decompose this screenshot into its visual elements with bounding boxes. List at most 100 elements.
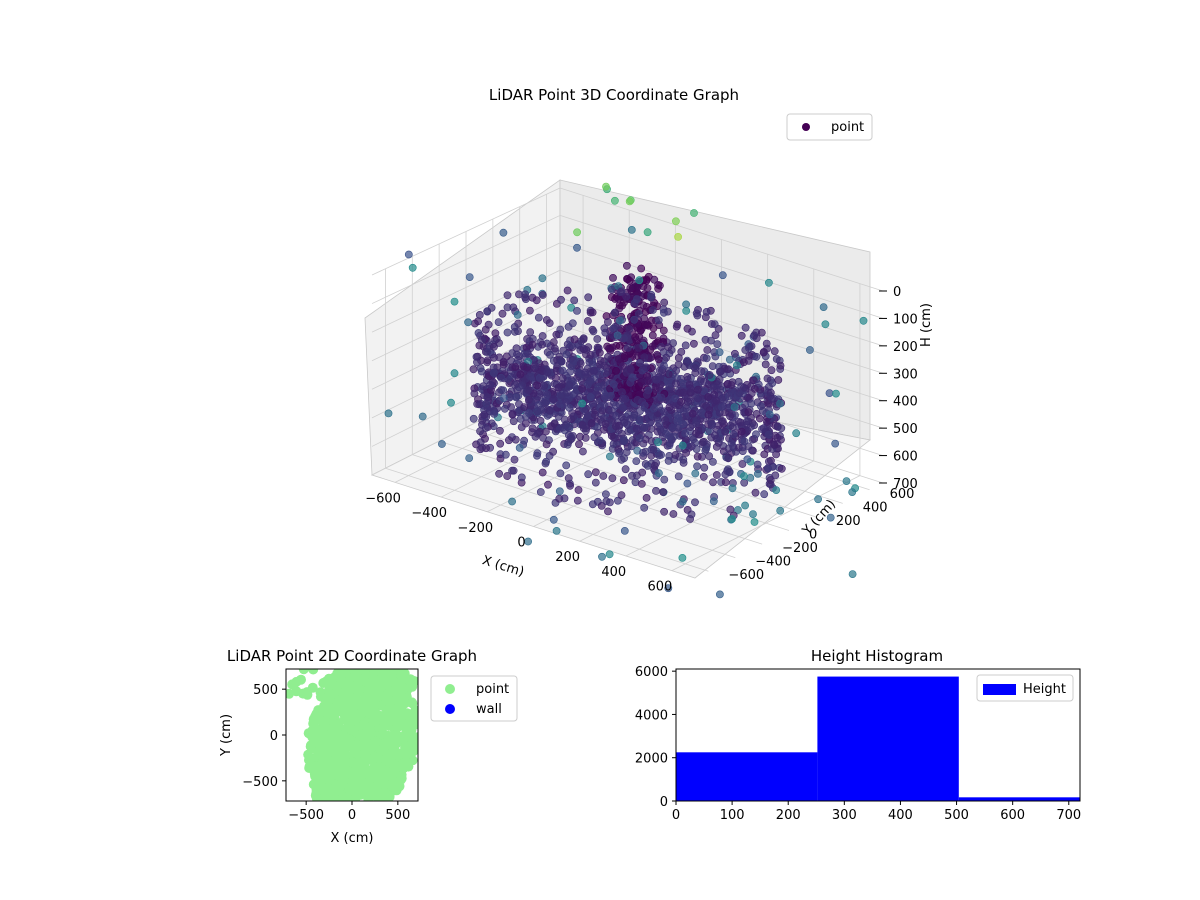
point-marker: [625, 276, 634, 285]
point-marker: [725, 468, 734, 477]
point-marker: [660, 308, 668, 317]
point-marker: [664, 584, 673, 593]
grid-floor-y: [439, 440, 763, 545]
point-marker: [825, 389, 834, 397]
point-marker: [621, 395, 630, 403]
point-marker-2d: [355, 730, 366, 741]
point-marker-2d: [342, 687, 353, 698]
point-marker-2d: [316, 745, 327, 756]
point-marker: [691, 364, 700, 372]
z-tick-3d: 400: [893, 395, 918, 410]
grid-back-z: [559, 215, 884, 319]
point-marker: [524, 386, 533, 395]
point-marker: [681, 341, 690, 350]
point-marker: [562, 350, 571, 359]
point-marker-2d: [397, 718, 407, 729]
point-marker: [498, 309, 507, 318]
point-marker: [499, 228, 508, 237]
point-marker: [606, 452, 614, 461]
point-marker: [538, 468, 547, 477]
z-tick-3d: 0: [893, 285, 901, 300]
x-tick-2d: 500: [385, 808, 410, 823]
point-marker-2d: [373, 794, 384, 801]
point-marker: [612, 366, 620, 375]
point-marker-2d: [377, 681, 387, 692]
point-marker-2d: [345, 782, 356, 793]
point-marker: [602, 490, 610, 499]
point-marker: [776, 361, 785, 370]
point-marker: [712, 396, 720, 405]
point-marker: [633, 283, 642, 291]
point-marker: [490, 353, 498, 362]
point-marker: [700, 463, 709, 472]
point-marker: [721, 427, 730, 436]
point-marker: [526, 306, 534, 315]
point-marker: [737, 331, 746, 340]
point-marker: [728, 515, 736, 523]
point-marker: [447, 398, 455, 407]
point-marker: [556, 424, 564, 433]
point-marker: [566, 435, 575, 444]
point-marker: [486, 380, 495, 389]
point-marker: [499, 394, 508, 402]
point-marker: [535, 373, 544, 382]
point-marker: [683, 324, 692, 333]
point-marker-2d: [364, 679, 374, 689]
point-marker: [674, 472, 683, 481]
point-marker: [543, 368, 552, 377]
point-marker: [637, 377, 646, 386]
legend-3d-marker-point: [802, 123, 810, 131]
point-marker: [526, 328, 535, 336]
point-marker: [859, 316, 868, 325]
point-marker: [584, 412, 592, 421]
point-marker: [573, 306, 581, 315]
x-tick-3d: −200: [457, 521, 493, 536]
y-tick-hist: 0: [660, 795, 668, 810]
point-marker: [640, 353, 649, 362]
point-marker: [565, 380, 574, 389]
point-marker: [698, 438, 707, 447]
point-marker: [604, 367, 612, 376]
point-marker: [516, 370, 525, 379]
point-marker: [765, 278, 773, 287]
point-marker: [718, 417, 727, 425]
point-marker: [643, 461, 652, 470]
point-marker: [766, 476, 775, 484]
point-marker: [554, 383, 563, 392]
y-tick-3d: 0: [809, 528, 817, 543]
point-marker: [672, 217, 680, 226]
point-marker: [604, 352, 612, 361]
x-tick-3d: −600: [365, 491, 401, 506]
y-tick-3d: −200: [782, 541, 818, 556]
point-marker: [680, 362, 689, 371]
point-marker: [711, 431, 719, 440]
point-marker-2d: [383, 790, 394, 801]
point-marker: [627, 365, 635, 374]
point-marker: [741, 323, 750, 332]
point-marker: [764, 464, 772, 472]
histogram-bar-2: [958, 797, 1080, 801]
point-marker: [525, 409, 533, 418]
point-marker: [730, 403, 739, 411]
point-marker: [741, 346, 750, 354]
point-marker: [542, 440, 551, 449]
point-marker: [727, 381, 736, 389]
point-marker-2d: [410, 705, 418, 716]
point-marker: [576, 359, 585, 368]
point-marker: [665, 432, 674, 441]
point-marker: [630, 299, 639, 307]
point-marker: [734, 506, 742, 514]
point-marker: [590, 366, 598, 375]
point-marker-2d: [357, 784, 368, 795]
y-tick-hist: 6000: [635, 665, 668, 680]
point-marker: [770, 347, 779, 356]
point-marker: [575, 440, 583, 449]
point-marker: [650, 275, 659, 284]
point-marker: [578, 399, 586, 408]
point-marker: [533, 381, 541, 390]
point-marker-2d: [386, 671, 397, 682]
point-marker: [521, 293, 530, 302]
point-marker: [737, 427, 746, 436]
point-marker: [482, 399, 491, 408]
point-marker-2d: [400, 698, 410, 709]
